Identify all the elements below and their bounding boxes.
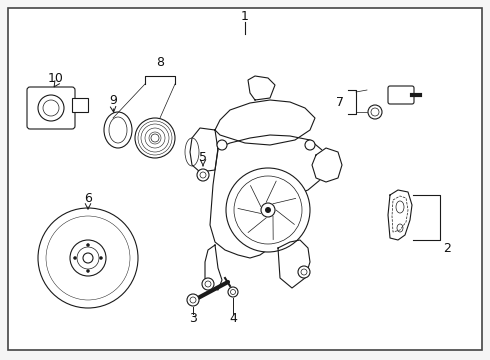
Circle shape [77,247,99,269]
Ellipse shape [104,112,132,148]
Circle shape [87,270,90,273]
Polygon shape [388,190,412,240]
Circle shape [74,256,76,260]
Bar [72,98,88,112]
Text: 9: 9 [109,94,117,107]
Polygon shape [215,100,315,145]
Circle shape [99,256,102,260]
Circle shape [368,105,382,119]
Circle shape [228,287,238,297]
Circle shape [197,169,209,181]
FancyBboxPatch shape [27,87,75,129]
Text: 5: 5 [199,150,207,163]
Circle shape [38,208,138,308]
Circle shape [151,134,159,142]
Polygon shape [210,135,328,258]
FancyBboxPatch shape [388,86,414,104]
Polygon shape [312,148,342,182]
Text: 6: 6 [84,192,92,204]
Ellipse shape [109,117,127,143]
Circle shape [38,95,64,121]
Circle shape [265,207,271,213]
Circle shape [298,266,310,278]
Text: 8: 8 [156,55,164,68]
Text: 2: 2 [443,242,451,255]
Text: 3: 3 [189,311,197,324]
Text: 7: 7 [336,95,344,108]
Polygon shape [248,76,275,100]
Circle shape [70,240,106,276]
Circle shape [87,243,90,247]
Circle shape [202,278,214,290]
Polygon shape [278,240,310,288]
Polygon shape [205,245,222,290]
Text: 10: 10 [48,72,64,85]
Circle shape [261,203,275,217]
Circle shape [305,140,315,150]
Circle shape [217,140,227,150]
Polygon shape [190,128,218,172]
Circle shape [83,253,93,263]
Text: 1: 1 [241,9,249,23]
Circle shape [135,118,175,158]
Text: 4: 4 [229,311,237,324]
Circle shape [226,168,310,252]
Circle shape [187,294,199,306]
